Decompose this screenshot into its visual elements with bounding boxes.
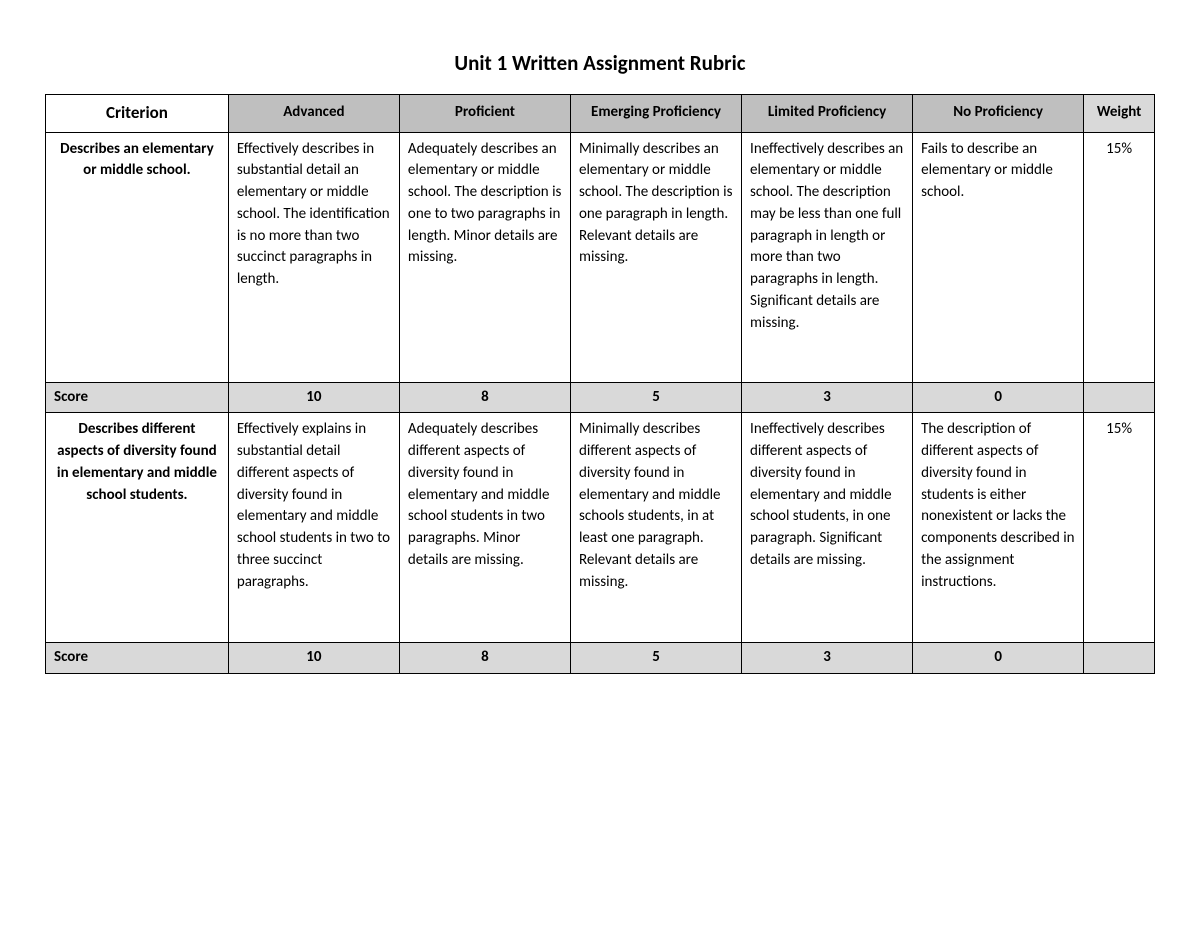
- score-emerging: 5: [570, 382, 741, 413]
- cell-advanced: Effectively explains in substantial deta…: [228, 413, 399, 643]
- score-row: Score 10 8 5 3 0: [46, 643, 1155, 674]
- criterion-row: Describes an elementary or middle school…: [46, 132, 1155, 382]
- table-header-row: Criterion Advanced Proficient Emerging P…: [46, 95, 1155, 133]
- score-weight-blank: [1084, 643, 1155, 674]
- criterion-label: Describes different aspects of diversity…: [46, 413, 229, 643]
- col-header-criterion: Criterion: [46, 95, 229, 133]
- score-none: 0: [913, 382, 1084, 413]
- score-none: 0: [913, 643, 1084, 674]
- score-row: Score 10 8 5 3 0: [46, 382, 1155, 413]
- score-limited: 3: [742, 643, 913, 674]
- criterion-label: Describes an elementary or middle school…: [46, 132, 229, 382]
- cell-limited: Ineffectively describes different aspect…: [742, 413, 913, 643]
- score-advanced: 10: [228, 382, 399, 413]
- cell-proficient: Adequately describes different aspects o…: [399, 413, 570, 643]
- cell-emerging: Minimally describes different aspects of…: [570, 413, 741, 643]
- cell-proficient: Adequately describes an elementary or mi…: [399, 132, 570, 382]
- col-header-none: No Proficiency: [913, 95, 1084, 133]
- cell-weight: 15%: [1084, 413, 1155, 643]
- criterion-row: Describes different aspects of diversity…: [46, 413, 1155, 643]
- col-header-advanced: Advanced: [228, 95, 399, 133]
- cell-advanced: Effectively describes in substantial det…: [228, 132, 399, 382]
- score-advanced: 10: [228, 643, 399, 674]
- cell-emerging: Minimally describes an elementary or mid…: [570, 132, 741, 382]
- cell-limited: Ineffectively describes an elementary or…: [742, 132, 913, 382]
- cell-none: Fails to describe an elementary or middl…: [913, 132, 1084, 382]
- cell-none: The description of different aspects of …: [913, 413, 1084, 643]
- score-label: Score: [46, 643, 229, 674]
- col-header-limited: Limited Proficiency: [742, 95, 913, 133]
- score-weight-blank: [1084, 382, 1155, 413]
- col-header-proficient: Proficient: [399, 95, 570, 133]
- score-proficient: 8: [399, 643, 570, 674]
- score-emerging: 5: [570, 643, 741, 674]
- score-label: Score: [46, 382, 229, 413]
- cell-weight: 15%: [1084, 132, 1155, 382]
- score-proficient: 8: [399, 382, 570, 413]
- page-title: Unit 1 Written Assignment Rubric: [45, 50, 1155, 76]
- col-header-weight: Weight: [1084, 95, 1155, 133]
- rubric-table: Criterion Advanced Proficient Emerging P…: [45, 94, 1155, 674]
- score-limited: 3: [742, 382, 913, 413]
- col-header-emerging: Emerging Proficiency: [570, 95, 741, 133]
